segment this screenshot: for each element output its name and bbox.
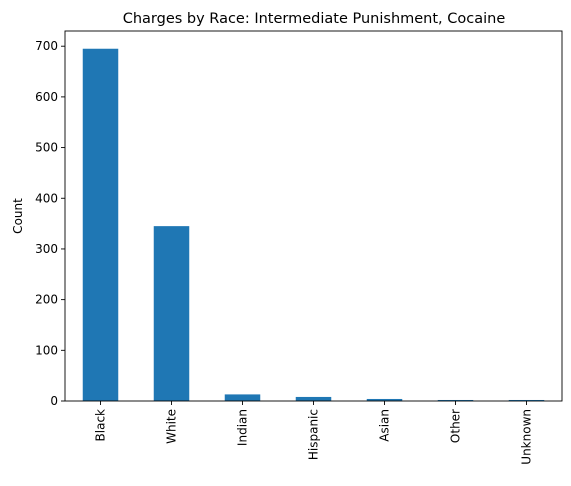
chart-title: Charges by Race: Intermediate Punishment… (123, 11, 506, 27)
y-tick-label-400: 400 (35, 191, 58, 205)
x-tick-label-black: Black (94, 409, 108, 442)
y-axis-label: Count (11, 198, 25, 234)
bar-white (153, 226, 190, 401)
y-tick-label-300: 300 (35, 242, 58, 256)
y-tick-label-600: 600 (35, 90, 58, 104)
bar-black (82, 48, 119, 402)
y-tick-label-700: 700 (35, 39, 58, 53)
plot-frame (64, 30, 563, 402)
y-tick-label-0: 0 (50, 394, 58, 408)
x-axis: Black White Indian Hispanic Asian Other Unknow… (94, 401, 534, 465)
bar-hispanic (295, 396, 332, 401)
x-tick-label-hispanic: Hispanic (307, 409, 321, 460)
y-tick-label-200: 200 (35, 293, 58, 307)
bar-other (437, 399, 474, 401)
y-axis: 0 100 200 300 400 500 600 700 (35, 39, 65, 408)
y-tick-label-100: 100 (35, 343, 58, 357)
x-tick-label-asian: Asian (378, 409, 392, 442)
x-tick-label-indian: Indian (236, 409, 250, 446)
bar-indian (224, 394, 261, 401)
bar-unknown (508, 399, 545, 401)
bars-group (82, 48, 545, 402)
x-tick-label-unknown: Unknown (520, 409, 534, 465)
y-tick-label-500: 500 (35, 141, 58, 155)
x-tick-label-white: White (165, 409, 179, 444)
bar-asian (366, 398, 403, 401)
x-tick-label-other: Other (449, 409, 463, 443)
